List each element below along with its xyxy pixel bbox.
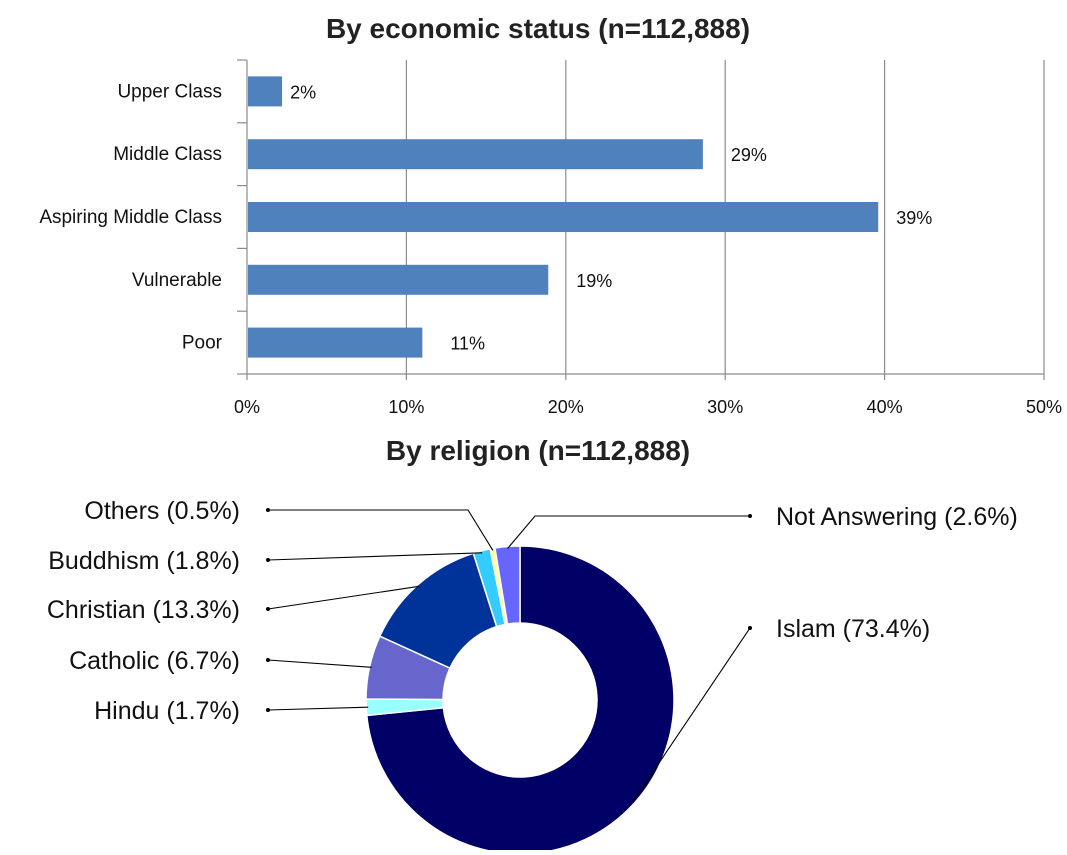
bar-chart-title: By economic status (n=112,888): [326, 13, 750, 44]
bar-data-label: 11%: [450, 334, 485, 354]
pie-leader-dot: [748, 514, 752, 518]
pie-leader-dot: [266, 708, 270, 712]
pie-slice-label: Not Answering (2.6%): [776, 503, 1018, 531]
pie-leader-line: [632, 627, 751, 803]
pie-slice-label: Buddhism (1.8%): [48, 547, 240, 575]
pie-slice: [494, 545, 521, 625]
pie-slice-label: Islam (73.4%): [776, 615, 930, 643]
pie-slice-label: Christian (13.3%): [47, 596, 240, 624]
x-tick-label: 30%: [707, 397, 743, 417]
x-tick-label: 0%: [234, 397, 260, 417]
pie-slice-label: Hindu (1.7%): [94, 697, 240, 725]
pie-chart-title: By religion (n=112,888): [386, 435, 690, 466]
bar-data-label: 39%: [896, 208, 932, 228]
bar-data-label: 2%: [290, 82, 316, 102]
bar: [248, 139, 703, 170]
bar-data-label: 19%: [576, 271, 612, 291]
pie-slice-label: Others (0.5%): [84, 497, 240, 525]
x-tick-label: 50%: [1026, 397, 1062, 417]
category-label: Aspiring Middle Class: [39, 207, 222, 228]
bar-chart-bars: 2% 29% 39% 19% 11%: [248, 76, 932, 358]
pie-leader-line: [267, 659, 372, 668]
bar-chart-axes: 0% 10% 20% 30% 40% 50% Upper Class Middle Class…: [39, 59, 1062, 417]
pie-chart-slices: [365, 545, 675, 855]
bar: [248, 202, 879, 232]
bar-data-label: 29%: [731, 145, 767, 165]
pie-chart-labels: Islam (73.4%) Hindu (1.7%) Catholic (6.7%)…: [47, 497, 1018, 803]
pie-leader-line: [507, 515, 750, 549]
pie-slice-label: Catholic (6.7%): [69, 647, 240, 675]
pie-leader-line: [267, 585, 420, 610]
pie-leader-dot: [748, 626, 752, 630]
pie-slice: [365, 545, 675, 855]
bar: [248, 76, 283, 107]
bar: [248, 264, 549, 295]
category-label: Vulnerable: [132, 270, 222, 291]
category-label: Middle Class: [113, 144, 222, 165]
category-label: Poor: [182, 333, 223, 354]
pie-leader-line: [268, 509, 494, 551]
pie-leader-dot: [266, 508, 270, 512]
pie-leader-dot: [266, 658, 270, 662]
category-label: Upper Class: [117, 81, 222, 102]
pie-leader-line: [267, 706, 369, 711]
x-tick-label: 10%: [388, 397, 424, 417]
bar: [248, 327, 423, 358]
pie-leader-line: [267, 552, 483, 561]
x-tick-label: 20%: [548, 397, 584, 417]
pie-leader-dot: [266, 558, 270, 562]
x-tick-label: 40%: [867, 397, 903, 417]
pie-leader-dot: [266, 607, 270, 611]
